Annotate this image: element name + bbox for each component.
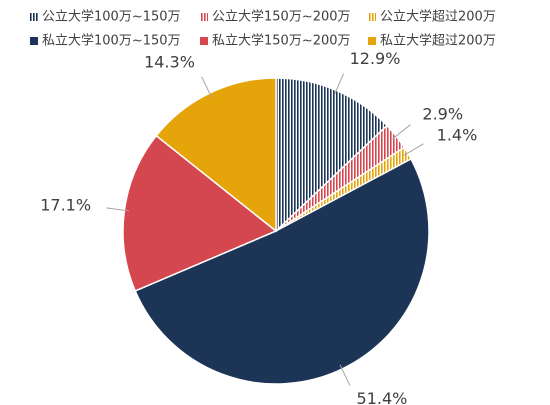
legend-label: 公立大学150万~200万 — [212, 9, 351, 25]
legend-swatch — [200, 13, 208, 21]
legend-swatch — [30, 13, 38, 21]
legend-swatch — [200, 37, 208, 45]
data-label: 1.4% — [437, 125, 478, 144]
pie: 12.9% 2.9%1.4% 51.4% 17.1% 14.3% — [40, 49, 477, 405]
leader-line — [334, 73, 345, 95]
data-label: 14.3% — [144, 52, 195, 71]
legend-swatch — [30, 37, 38, 45]
data-label: 17.1% — [40, 195, 91, 214]
leader-line — [106, 207, 130, 212]
legend-label: 私立大学150万~200万 — [212, 33, 351, 49]
legend-label: 私立大学100万~150万 — [42, 33, 181, 49]
legend: 公立大学100万~150万 公立大学150万~200万 公立大学超过200万私立大学… — [30, 9, 496, 49]
data-label: 2.9% — [422, 105, 463, 124]
legend-swatch — [368, 13, 376, 21]
leader-line — [201, 76, 212, 98]
legend-label: 公立大学超过200万 — [380, 9, 496, 25]
leader-line — [339, 364, 351, 386]
legend-label: 公立大学100万~150万 — [42, 9, 181, 25]
legend-label: 私立大学超过200万 — [380, 33, 496, 49]
data-label: 12.9% — [350, 49, 401, 68]
leader-line — [403, 143, 424, 156]
data-label: 51.4% — [357, 389, 408, 405]
leader-line — [392, 124, 411, 140]
legend-swatch — [368, 37, 376, 45]
